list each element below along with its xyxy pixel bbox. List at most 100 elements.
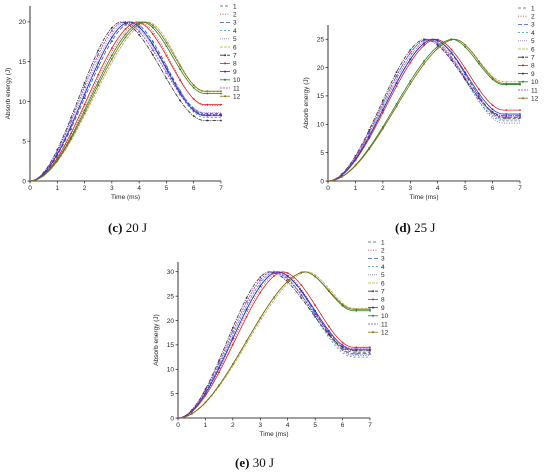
- legend-label-1: 1: [381, 239, 385, 246]
- legend-label-12: 12: [381, 330, 389, 337]
- series-point-8: [286, 272, 289, 274]
- series-line-5: [29, 21, 221, 182]
- legend-label-3: 3: [233, 20, 237, 27]
- series-point-12: [477, 60, 480, 63]
- series-point-10: [97, 80, 100, 83]
- series-point-9: [300, 289, 303, 292]
- series-point-11: [422, 38, 426, 42]
- series-point-12: [70, 138, 72, 140]
- series-point-7: [368, 129, 371, 131]
- y-axis-label: Absorb energy (J): [5, 68, 12, 120]
- x-tick-label: 4: [286, 422, 290, 429]
- series-point-11: [69, 119, 73, 122]
- series-line-4: [29, 21, 221, 182]
- x-tick-label: 4: [137, 185, 141, 192]
- series-point-11: [42, 171, 46, 174]
- series-point-8: [124, 28, 127, 30]
- series-point-7: [395, 71, 398, 74]
- x-tick-label: 5: [313, 422, 317, 429]
- series-point-8: [409, 61, 412, 64]
- series-point-9: [395, 82, 398, 84]
- series-line-6: [29, 21, 221, 182]
- x-axis-label: Time (ms): [259, 431, 288, 438]
- series-point-8: [314, 304, 317, 307]
- series-point-11: [408, 51, 412, 55]
- legend-label-2: 2: [531, 14, 535, 21]
- series-point-12: [177, 417, 179, 419]
- x-tick-label: 6: [192, 185, 196, 192]
- y-tick-label: 5: [170, 391, 174, 398]
- series-point-11: [491, 110, 495, 114]
- series-line-4: [177, 271, 370, 419]
- legend-marker-10: [522, 80, 524, 83]
- series-point-11: [463, 76, 467, 80]
- series-point-11: [83, 85, 87, 88]
- x-tick-label: 3: [258, 422, 262, 429]
- legend-label-3: 3: [531, 22, 535, 29]
- legend-label-4: 4: [233, 28, 237, 35]
- series-point-8: [491, 104, 494, 107]
- series-point-7: [83, 81, 86, 84]
- series-point-12: [204, 401, 207, 404]
- series-point-7: [165, 77, 168, 80]
- series-point-11: [151, 48, 155, 52]
- legend-label-11: 11: [233, 85, 240, 92]
- series-point-3: [83, 96, 87, 99]
- series-point-12: [206, 90, 209, 93]
- series-point-7: [327, 333, 330, 336]
- series-point-12: [341, 303, 344, 306]
- series-point-3: [123, 22, 128, 26]
- series-point-9: [165, 67, 168, 70]
- series-point-8: [341, 341, 344, 344]
- series-point-8: [273, 275, 275, 277]
- series-point-9: [245, 308, 248, 311]
- x-tick-label: 2: [231, 422, 235, 429]
- caption-d: (d) 25 J: [395, 220, 435, 236]
- legend-label-8: 8: [381, 297, 385, 304]
- series-point-7: [259, 276, 262, 279]
- series-point-8: [245, 315, 248, 318]
- series-point-8: [151, 33, 154, 35]
- series-point-8: [259, 291, 262, 294]
- series-point-12: [273, 296, 275, 299]
- y-tick-label: 25: [167, 293, 175, 300]
- series-point-12: [368, 148, 371, 151]
- series-point-10: [491, 78, 494, 81]
- series-line-5: [177, 271, 370, 419]
- series-point-10: [179, 68, 181, 71]
- legend-label-6: 6: [381, 280, 385, 287]
- series-point-12: [110, 58, 113, 60]
- series-point-8: [206, 103, 209, 106]
- series-point-9: [354, 158, 357, 161]
- series-point-8: [83, 103, 86, 106]
- series-point-10: [409, 80, 412, 83]
- series-point-7: [450, 59, 453, 62]
- series-point-7: [138, 33, 141, 36]
- legend-label-7: 7: [531, 55, 535, 62]
- y-tick-label: 20: [167, 318, 175, 325]
- series-point-9: [138, 26, 141, 29]
- series-point-12: [355, 308, 358, 311]
- series-line-12: [177, 271, 370, 419]
- series-point-12: [179, 64, 181, 67]
- x-axis-label: Time (ms): [111, 194, 140, 201]
- series-point-10: [83, 109, 86, 112]
- legend-label-6: 6: [531, 46, 535, 53]
- series-point-11: [203, 389, 207, 392]
- series-line-7: [177, 271, 370, 419]
- series-line-2: [327, 38, 520, 182]
- legend-label-8: 8: [531, 63, 535, 70]
- series-point-10: [436, 45, 439, 48]
- series-point-12: [245, 340, 248, 342]
- x-tick-label: 5: [165, 185, 169, 192]
- series-point-10: [220, 92, 222, 95]
- caption-e: (e) 30 J: [235, 455, 274, 471]
- series-point-9: [70, 125, 72, 128]
- series-line-1: [29, 21, 221, 182]
- series-point-9: [381, 109, 384, 111]
- y-tick-label: 10: [317, 122, 325, 129]
- series-point-11: [449, 56, 453, 60]
- series-point-11: [327, 330, 331, 334]
- series-point-8: [395, 85, 398, 88]
- series-point-9: [83, 93, 86, 96]
